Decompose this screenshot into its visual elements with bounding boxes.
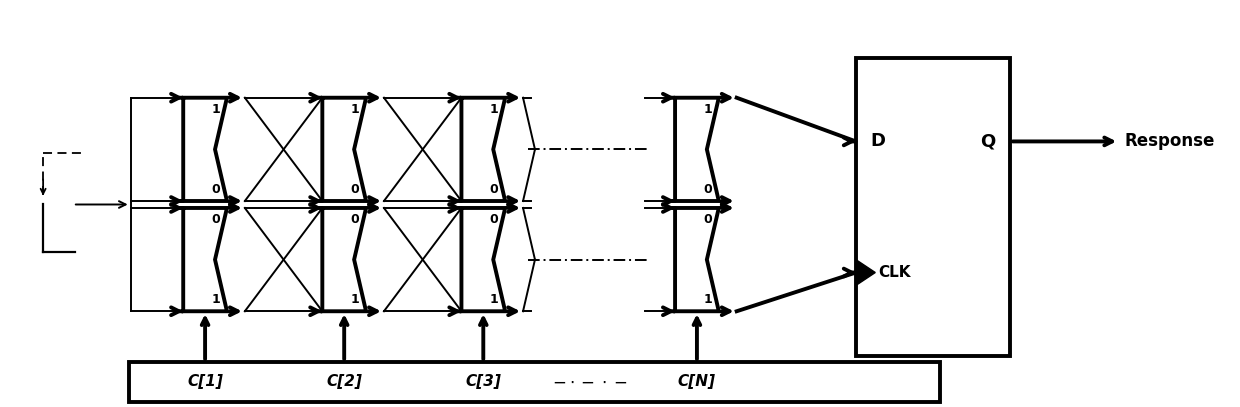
Text: 0: 0 bbox=[490, 213, 498, 226]
Text: $-\cdot-\cdot-$: $-\cdot-\cdot-$ bbox=[553, 373, 627, 391]
Text: C[N]: C[N] bbox=[678, 374, 715, 389]
Text: D: D bbox=[870, 132, 885, 151]
Text: C[1]: C[1] bbox=[187, 374, 223, 389]
Text: 0: 0 bbox=[211, 213, 219, 226]
Text: 1: 1 bbox=[703, 293, 712, 306]
Text: 1: 1 bbox=[351, 293, 360, 306]
Text: 1: 1 bbox=[703, 103, 712, 116]
Text: 1: 1 bbox=[490, 103, 498, 116]
Text: 0: 0 bbox=[211, 183, 219, 196]
Text: 1: 1 bbox=[351, 103, 360, 116]
Text: C[2]: C[2] bbox=[326, 374, 362, 389]
Text: 0: 0 bbox=[490, 183, 498, 196]
Text: Q: Q bbox=[980, 132, 994, 151]
Text: 0: 0 bbox=[703, 213, 712, 226]
Text: CLK: CLK bbox=[878, 265, 910, 280]
Text: 0: 0 bbox=[703, 183, 712, 196]
Text: Response: Response bbox=[1125, 132, 1214, 151]
Bar bbox=[856, 58, 1009, 356]
Bar bbox=[129, 362, 940, 402]
Text: 1: 1 bbox=[211, 103, 219, 116]
Text: 0: 0 bbox=[351, 183, 360, 196]
Polygon shape bbox=[856, 260, 875, 285]
Text: C[3]: C[3] bbox=[465, 374, 501, 389]
Text: 1: 1 bbox=[490, 293, 498, 306]
Text: 0: 0 bbox=[351, 213, 360, 226]
Text: 1: 1 bbox=[211, 293, 219, 306]
